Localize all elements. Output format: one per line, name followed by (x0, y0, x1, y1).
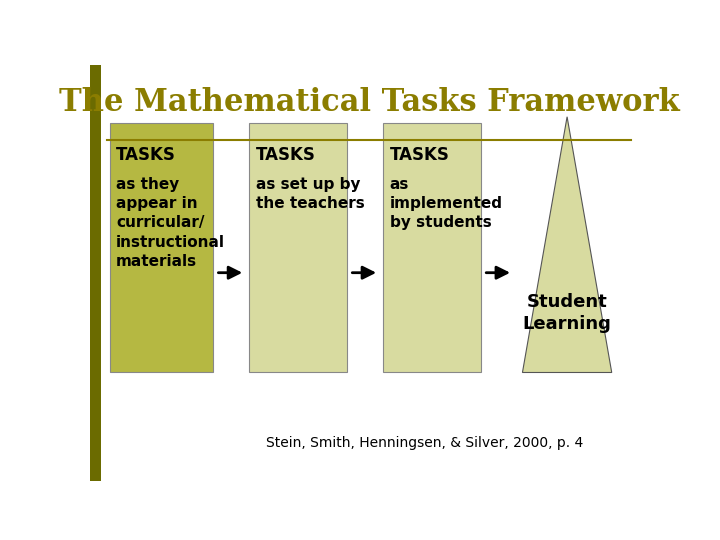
Text: as set up by
the teachers: as set up by the teachers (256, 177, 364, 211)
Bar (249, 123, 346, 373)
Text: Student
Learning: Student Learning (523, 293, 611, 333)
Text: as they
appear in
curricular/
instructional
materials: as they appear in curricular/ instructio… (116, 177, 225, 269)
Text: The Mathematical Tasks Framework: The Mathematical Tasks Framework (58, 87, 680, 118)
Text: as
implemented
by students: as implemented by students (390, 177, 503, 231)
Bar (90, 65, 101, 481)
Polygon shape (523, 117, 612, 373)
Bar (383, 123, 481, 373)
Text: TASKS: TASKS (390, 146, 449, 164)
Text: TASKS: TASKS (256, 146, 315, 164)
Text: TASKS: TASKS (116, 146, 176, 164)
Text: Stein, Smith, Henningsen, & Silver, 2000, p. 4: Stein, Smith, Henningsen, & Silver, 2000… (266, 436, 583, 450)
Bar (109, 123, 213, 373)
